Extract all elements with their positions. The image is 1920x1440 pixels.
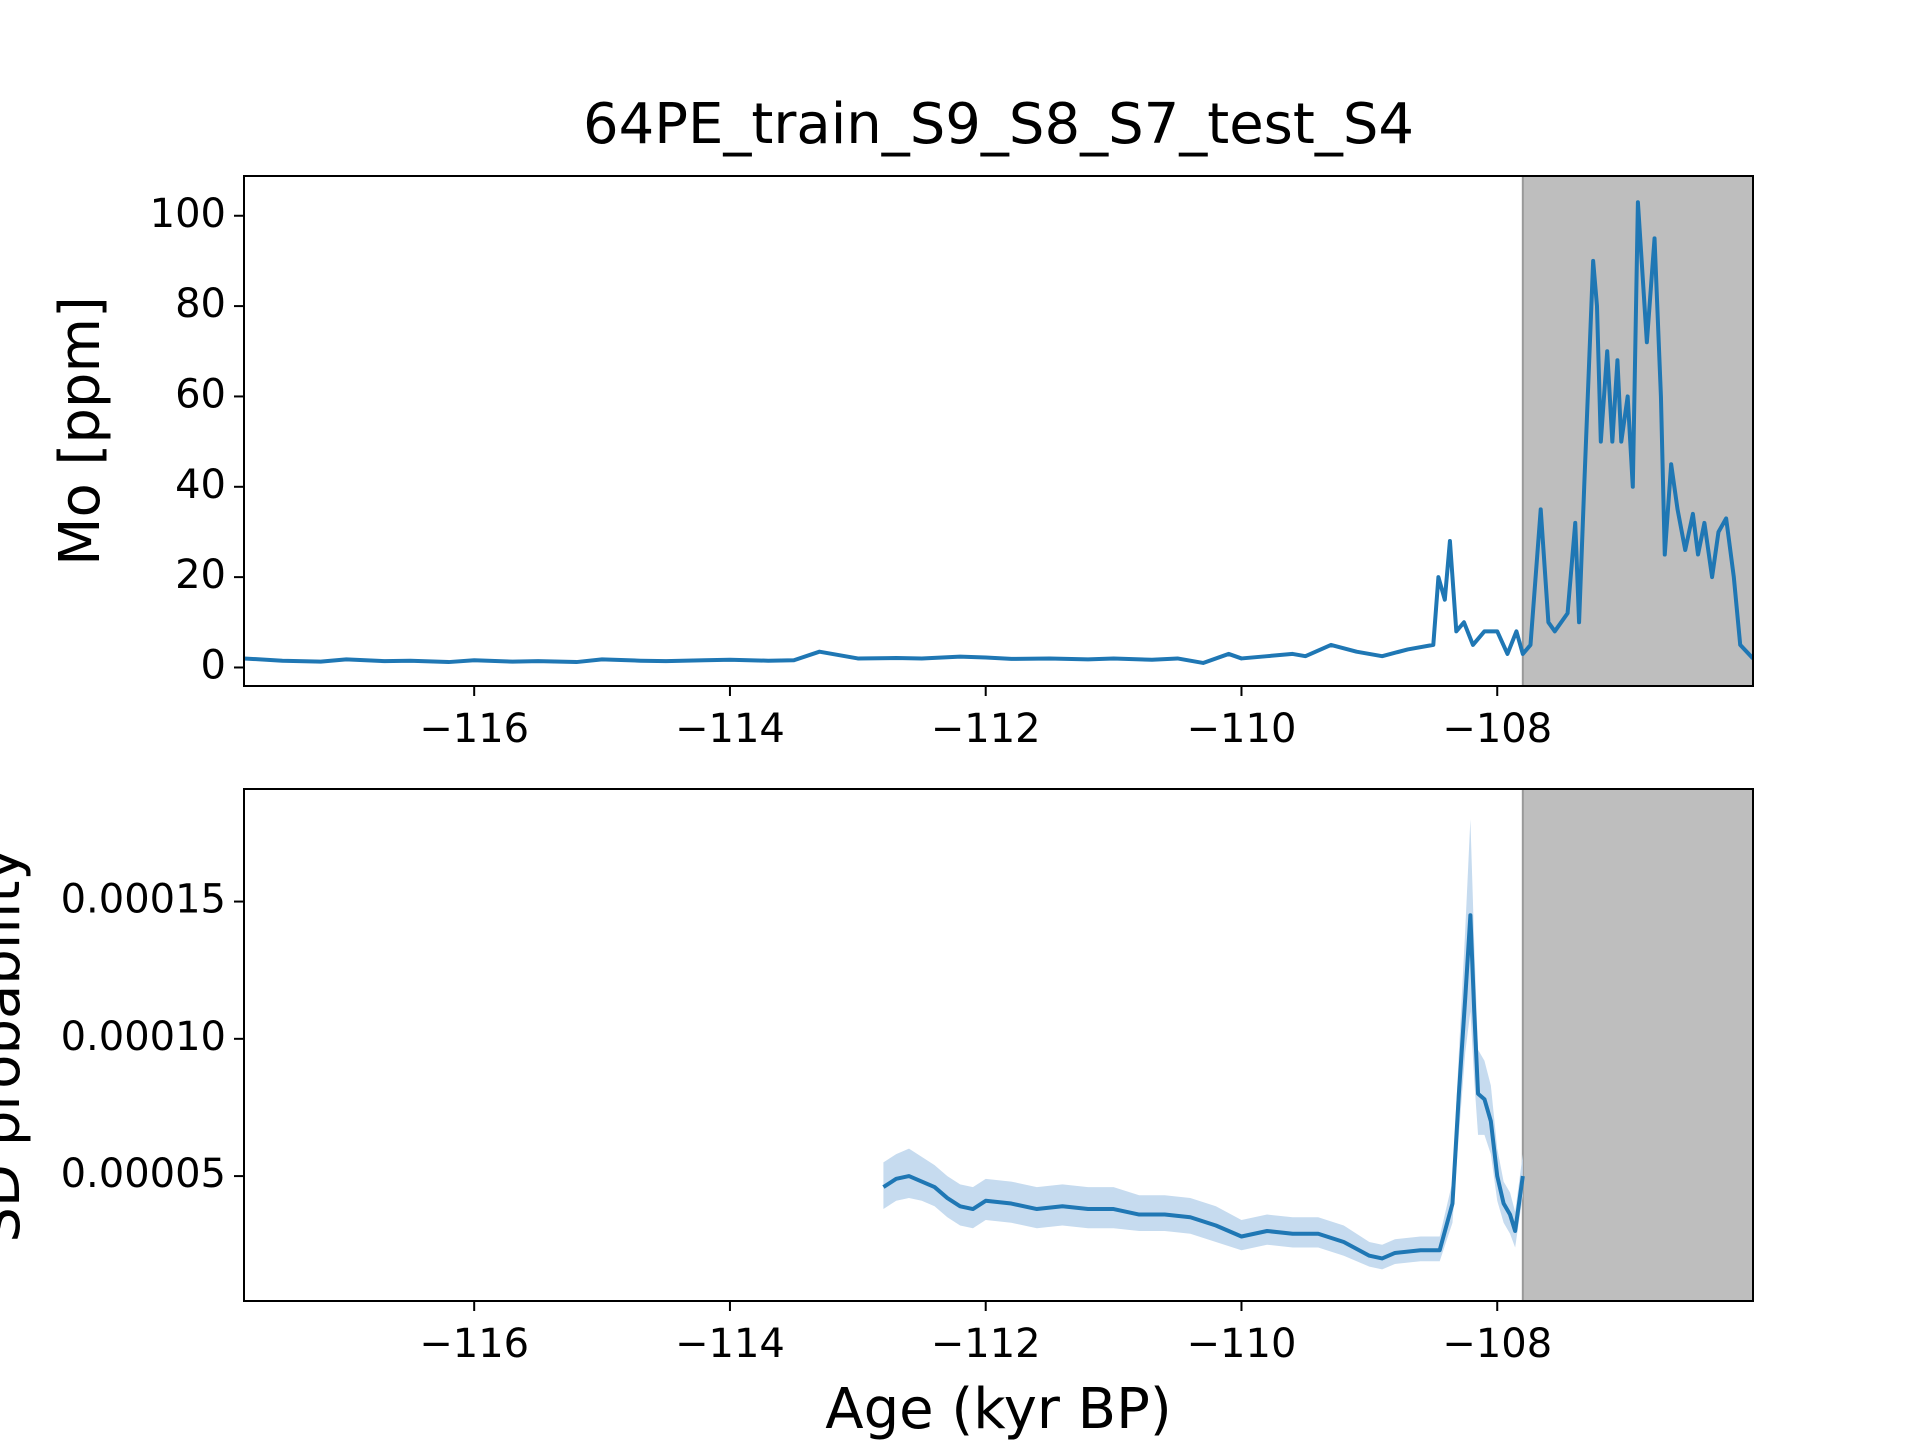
x-tick-label: −112 bbox=[931, 1321, 1041, 1367]
y-tick-label: 100 bbox=[150, 191, 226, 237]
x-tick-label: −108 bbox=[1442, 706, 1552, 752]
x-tick-label: −116 bbox=[419, 1321, 529, 1367]
y-tick-label: 0 bbox=[201, 642, 226, 688]
shaded-span bbox=[1521, 788, 1755, 1302]
y-tick-label: 60 bbox=[175, 371, 226, 417]
y-tick-label: 80 bbox=[175, 281, 226, 327]
data-line bbox=[244, 200, 1753, 665]
x-tick-label: −110 bbox=[1187, 706, 1297, 752]
x-tick-label: −114 bbox=[675, 706, 785, 752]
chart-title: 64PE_train_S9_S8_S7_test_S4 bbox=[583, 92, 1414, 157]
plot-frame bbox=[243, 788, 1754, 1302]
y-axis-label: SD probability bbox=[0, 847, 33, 1242]
y-tick-label: 0.00015 bbox=[61, 877, 226, 923]
y-axis-label: Mo [ppm] bbox=[48, 296, 113, 566]
x-tick-label: −116 bbox=[419, 706, 529, 752]
plot-frame bbox=[243, 175, 1754, 687]
x-tick-label: −110 bbox=[1187, 1321, 1297, 1367]
data-line bbox=[882, 913, 1525, 1261]
y-tick-label: 20 bbox=[175, 552, 226, 598]
x-tick-label: −108 bbox=[1442, 1321, 1552, 1367]
y-tick-label: 0.00010 bbox=[61, 1014, 226, 1060]
x-tick-label: −114 bbox=[675, 1321, 785, 1367]
y-tick-label: 0.00005 bbox=[61, 1151, 226, 1197]
y-tick-label: 40 bbox=[175, 462, 226, 508]
x-axis-label: Age (kyr BP) bbox=[825, 1377, 1171, 1440]
x-tick-label: −112 bbox=[931, 706, 1041, 752]
